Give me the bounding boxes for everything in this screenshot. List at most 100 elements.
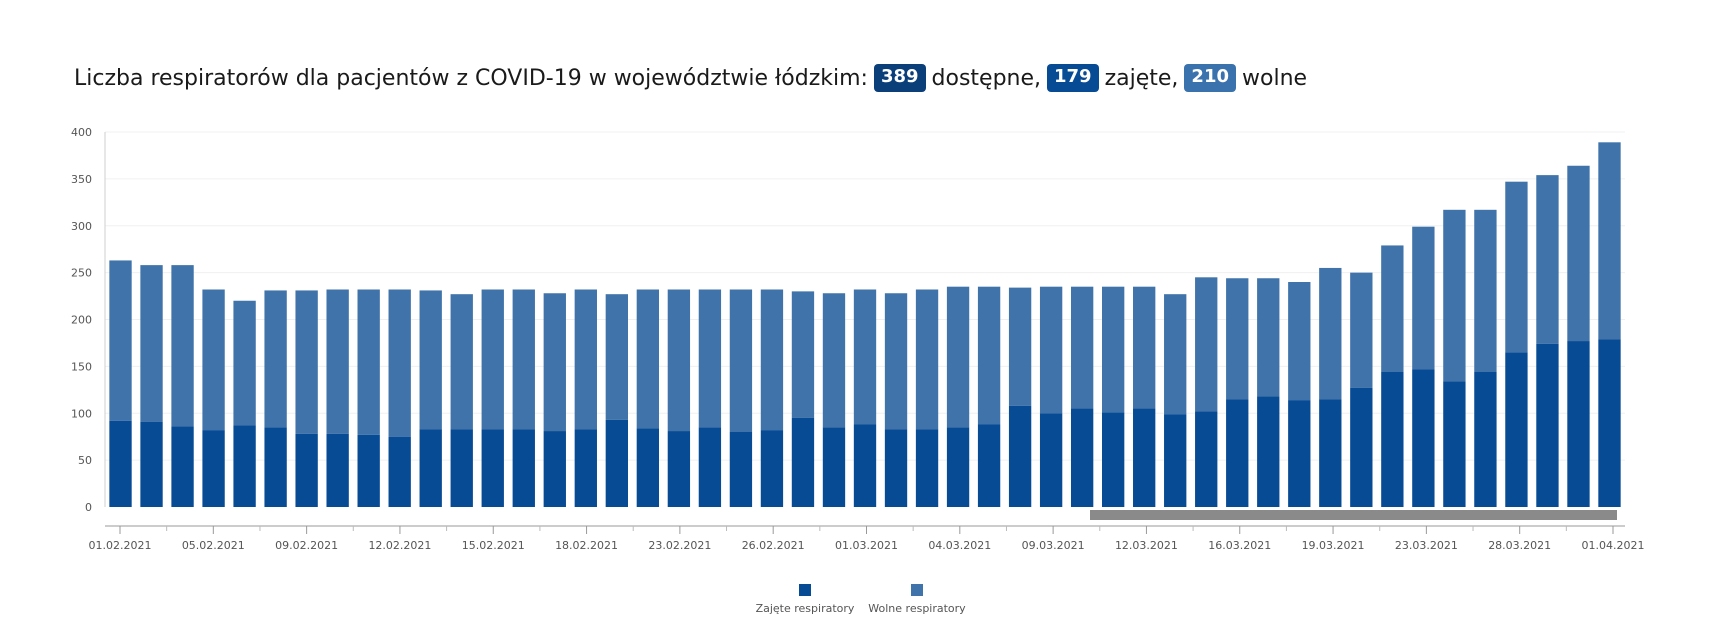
bar-occupied[interactable] bbox=[388, 436, 411, 507]
bar-occupied[interactable] bbox=[1474, 372, 1497, 507]
bar-free[interactable] bbox=[1567, 165, 1590, 342]
bar-free[interactable] bbox=[977, 286, 1001, 425]
bar-occupied[interactable] bbox=[326, 433, 349, 507]
bar-free[interactable] bbox=[481, 289, 504, 430]
bar-free[interactable] bbox=[1039, 286, 1063, 414]
bar-occupied[interactable] bbox=[946, 427, 970, 507]
bar-free[interactable] bbox=[1101, 286, 1125, 413]
bar-occupied[interactable] bbox=[605, 419, 629, 507]
bar-occupied[interactable] bbox=[636, 428, 660, 507]
bar-occupied[interactable] bbox=[1598, 339, 1621, 507]
bar-free[interactable] bbox=[1443, 209, 1466, 382]
bar-occupied[interactable] bbox=[853, 424, 877, 508]
bar-occupied[interactable] bbox=[543, 431, 566, 507]
bar-free[interactable] bbox=[419, 290, 442, 430]
bar-occupied[interactable] bbox=[1412, 369, 1435, 507]
bar-occupied[interactable] bbox=[574, 429, 597, 507]
bar-free[interactable] bbox=[1133, 286, 1156, 409]
bar-occupied[interactable] bbox=[822, 427, 846, 507]
bar-occupied[interactable] bbox=[1381, 372, 1404, 507]
bar-occupied[interactable] bbox=[760, 430, 784, 507]
bar-free[interactable] bbox=[202, 289, 225, 431]
bar-occupied[interactable] bbox=[1133, 408, 1156, 507]
range-scrollbar[interactable] bbox=[1090, 510, 1617, 520]
legend-item-free[interactable]: Wolne respiratory bbox=[862, 584, 972, 615]
bar-occupied[interactable] bbox=[729, 432, 753, 507]
bar-occupied[interactable] bbox=[1226, 399, 1249, 507]
bar-free[interactable] bbox=[1381, 245, 1404, 372]
bar-free[interactable] bbox=[357, 289, 380, 435]
bar-free[interactable] bbox=[1288, 282, 1311, 401]
bar-free[interactable] bbox=[698, 289, 722, 428]
bar-occupied[interactable] bbox=[512, 429, 535, 507]
bar-occupied[interactable] bbox=[915, 429, 939, 507]
bar-free[interactable] bbox=[1319, 267, 1342, 400]
bar-free[interactable] bbox=[388, 289, 411, 437]
bar-free[interactable] bbox=[295, 290, 318, 434]
bar-free[interactable] bbox=[574, 289, 597, 430]
bar-free[interactable] bbox=[667, 289, 691, 432]
bar-free[interactable] bbox=[853, 289, 877, 425]
bar-free[interactable] bbox=[915, 289, 939, 430]
bar-occupied[interactable] bbox=[977, 424, 1001, 508]
bar-occupied[interactable] bbox=[419, 429, 442, 507]
bar-occupied[interactable] bbox=[1070, 408, 1094, 507]
bar-occupied[interactable] bbox=[109, 420, 132, 507]
bar-occupied[interactable] bbox=[1319, 399, 1342, 507]
bar-free[interactable] bbox=[1598, 142, 1621, 340]
bar-free[interactable] bbox=[1008, 287, 1032, 406]
bar-occupied[interactable] bbox=[1443, 381, 1466, 507]
bar-occupied[interactable] bbox=[1101, 412, 1125, 507]
bar-free[interactable] bbox=[760, 289, 784, 431]
bar-free[interactable] bbox=[1505, 181, 1528, 353]
bar-occupied[interactable] bbox=[171, 426, 194, 507]
bar-free[interactable] bbox=[140, 265, 163, 422]
bar-free[interactable] bbox=[1474, 209, 1497, 372]
bar-free[interactable] bbox=[1195, 277, 1218, 412]
bar-free[interactable] bbox=[1412, 226, 1435, 370]
bar-free[interactable] bbox=[1164, 294, 1187, 415]
bar-free[interactable] bbox=[1536, 175, 1559, 344]
bar-free[interactable] bbox=[791, 291, 815, 418]
bar-occupied[interactable] bbox=[357, 434, 380, 507]
bar-occupied[interactable] bbox=[1505, 352, 1528, 507]
bar-occupied[interactable] bbox=[450, 429, 473, 507]
bar-free[interactable] bbox=[512, 289, 535, 430]
bar-occupied[interactable] bbox=[1164, 414, 1187, 507]
bar-free[interactable] bbox=[1226, 278, 1249, 400]
bar-occupied[interactable] bbox=[667, 431, 691, 507]
bar-free[interactable] bbox=[884, 293, 908, 430]
bar-free[interactable] bbox=[1070, 286, 1094, 409]
bar-free[interactable] bbox=[822, 293, 846, 428]
bar-free[interactable] bbox=[233, 300, 256, 426]
bar-free[interactable] bbox=[171, 265, 194, 427]
bar-occupied[interactable] bbox=[481, 429, 504, 507]
bar-occupied[interactable] bbox=[140, 421, 163, 507]
bar-occupied[interactable] bbox=[884, 429, 908, 507]
bar-free[interactable] bbox=[326, 289, 349, 434]
bar-occupied[interactable] bbox=[233, 425, 256, 507]
bar-occupied[interactable] bbox=[1536, 343, 1559, 507]
bar-occupied[interactable] bbox=[791, 417, 815, 507]
legend-item-occupied[interactable]: Zajęte respiratory bbox=[750, 584, 860, 615]
bar-free[interactable] bbox=[636, 289, 660, 429]
bar-occupied[interactable] bbox=[264, 427, 287, 507]
bar-occupied[interactable] bbox=[1008, 405, 1032, 507]
bar-free[interactable] bbox=[109, 260, 132, 421]
bar-occupied[interactable] bbox=[1288, 400, 1311, 507]
bar-free[interactable] bbox=[543, 293, 566, 432]
bar-free[interactable] bbox=[450, 294, 473, 430]
bar-occupied[interactable] bbox=[1567, 341, 1590, 507]
bar-occupied[interactable] bbox=[1350, 387, 1373, 507]
bar-occupied[interactable] bbox=[202, 430, 225, 507]
bar-occupied[interactable] bbox=[295, 433, 318, 507]
bar-free[interactable] bbox=[1350, 272, 1373, 388]
bar-occupied[interactable] bbox=[698, 427, 722, 507]
bar-free[interactable] bbox=[729, 289, 753, 433]
bar-occupied[interactable] bbox=[1195, 411, 1218, 507]
bar-occupied[interactable] bbox=[1257, 396, 1280, 507]
bar-free[interactable] bbox=[264, 290, 287, 428]
bar-free[interactable] bbox=[605, 294, 629, 420]
bar-free[interactable] bbox=[1257, 278, 1280, 397]
bar-occupied[interactable] bbox=[1039, 413, 1063, 507]
